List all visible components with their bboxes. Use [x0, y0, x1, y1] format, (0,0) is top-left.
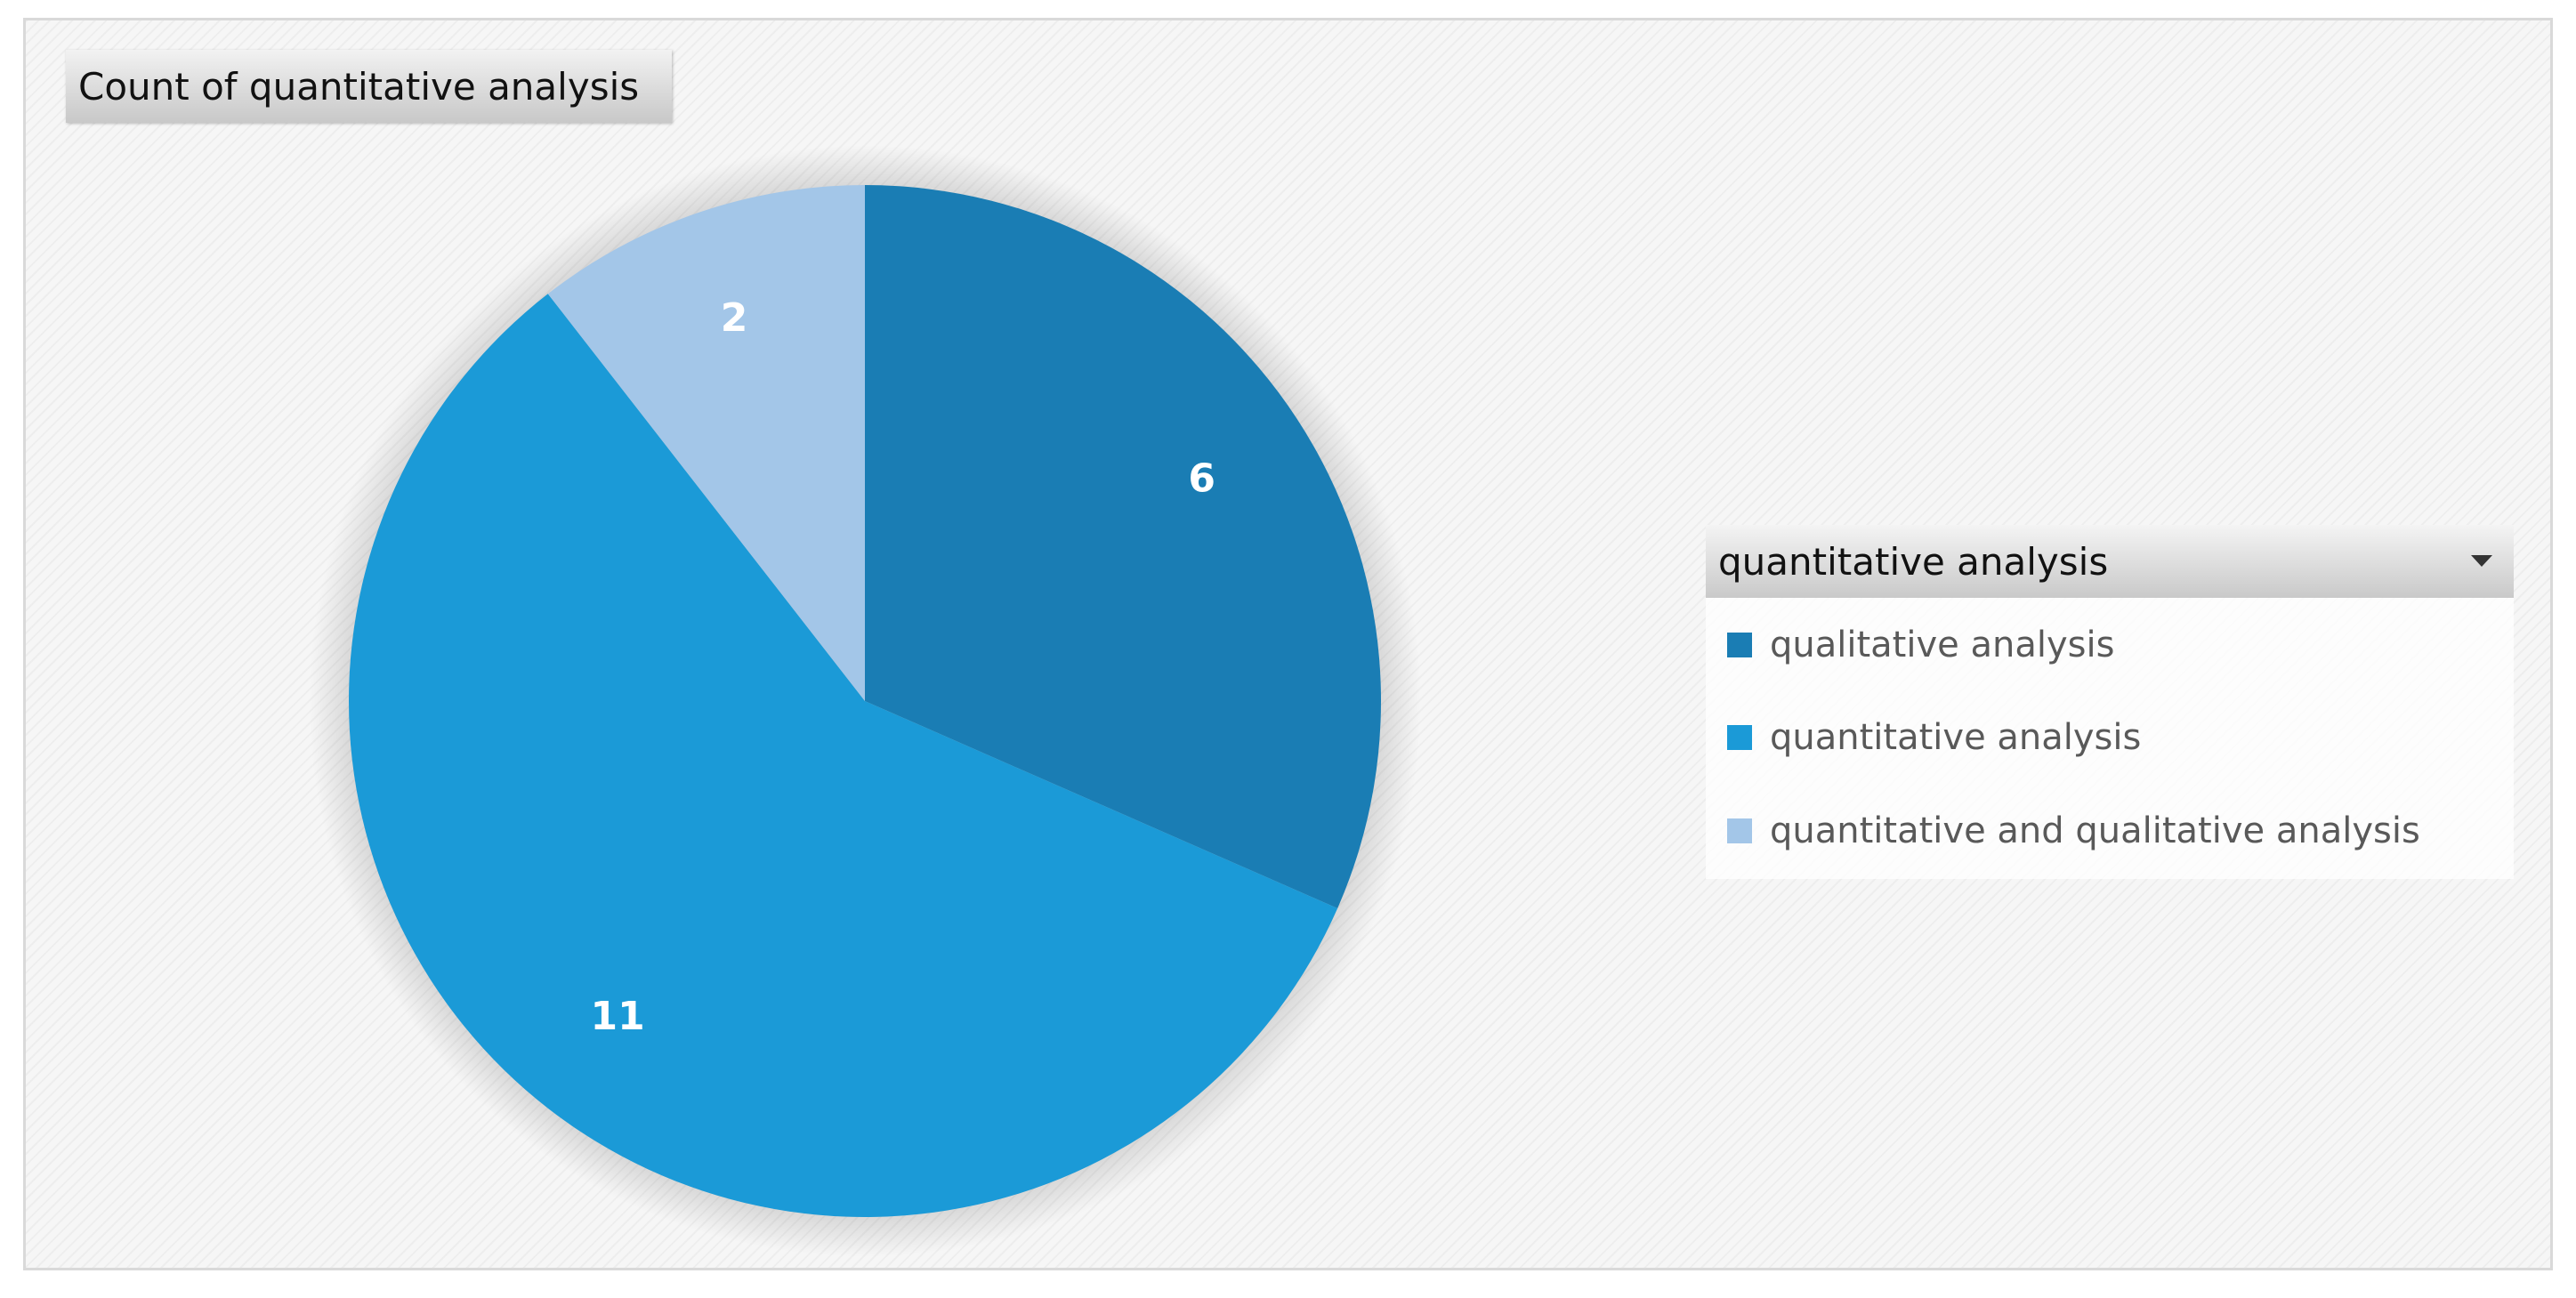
data-label: 6 [1188, 456, 1215, 502]
pie-slice-1[interactable] [865, 185, 1381, 908]
data-label: 11 [591, 994, 645, 1039]
legend-title: quantitative analysis [1718, 539, 2109, 584]
legend-label: quantitative analysis [1770, 717, 2142, 758]
legend-label: quantitative and qualitative analysis [1770, 810, 2420, 851]
legend-label: qualitative analysis [1770, 625, 2115, 665]
data-label: 2 [721, 295, 748, 341]
legend: qualitative analysis quantitative analys… [1706, 598, 2514, 879]
legend-item-mixed[interactable]: quantitative and qualitative analysis [1727, 804, 2420, 858]
value-field-button[interactable]: Count of quantitative analysis [66, 50, 672, 123]
legend-swatch [1727, 633, 1752, 657]
pie-slice-2[interactable] [349, 294, 1338, 1218]
legend-swatch [1727, 818, 1752, 843]
legend-item-qualitative[interactable]: qualitative analysis [1727, 618, 2114, 672]
legend-field-button[interactable]: quantitative analysis [1706, 525, 2514, 598]
legend-swatch [1727, 725, 1752, 750]
pie-slice-3[interactable] [547, 185, 865, 701]
value-field-label: Count of quantitative analysis [78, 64, 640, 109]
chevron-down-icon[interactable] [2471, 555, 2492, 567]
legend-item-quantitative[interactable]: quantitative analysis [1727, 711, 2141, 764]
